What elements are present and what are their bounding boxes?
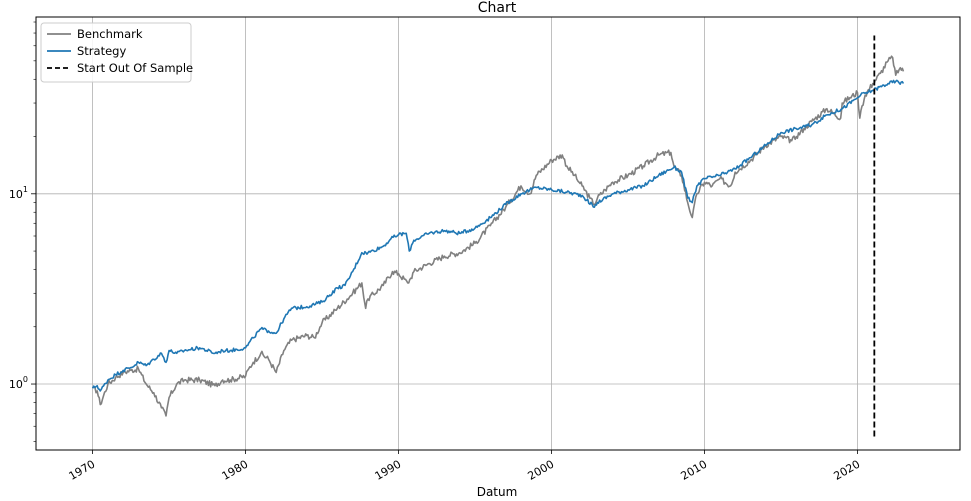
legend-box [40,22,192,83]
series-line [91,79,905,392]
chart-title: Chart [478,0,517,16]
legend: Benchmark Strategy Start Out Of Sample [40,22,193,83]
legend-label: Start Out Of Sample [77,61,193,75]
series-layer [91,35,905,437]
x-axis-title: Datum [477,485,518,499]
legend-label: Benchmark [77,27,143,41]
series-line [91,55,905,417]
gridlines [36,17,960,450]
x-tick-label: 2020 [832,458,863,483]
x-axis-ticks: 1970 1980 1990 2000 2010 2020 [67,450,863,483]
y-tick-label: 101 [9,185,28,201]
x-tick-label: 2000 [526,458,557,483]
x-tick-label: 1990 [373,458,404,483]
y-axis-ticks: 100 101 [9,185,36,391]
legend-label: Strategy [77,44,126,58]
x-tick-label: 1970 [67,458,98,483]
x-tick-label: 1980 [220,458,251,483]
x-tick-label: 2010 [679,458,710,483]
y-tick-label: 100 [9,375,28,391]
plot-frame [35,16,961,451]
